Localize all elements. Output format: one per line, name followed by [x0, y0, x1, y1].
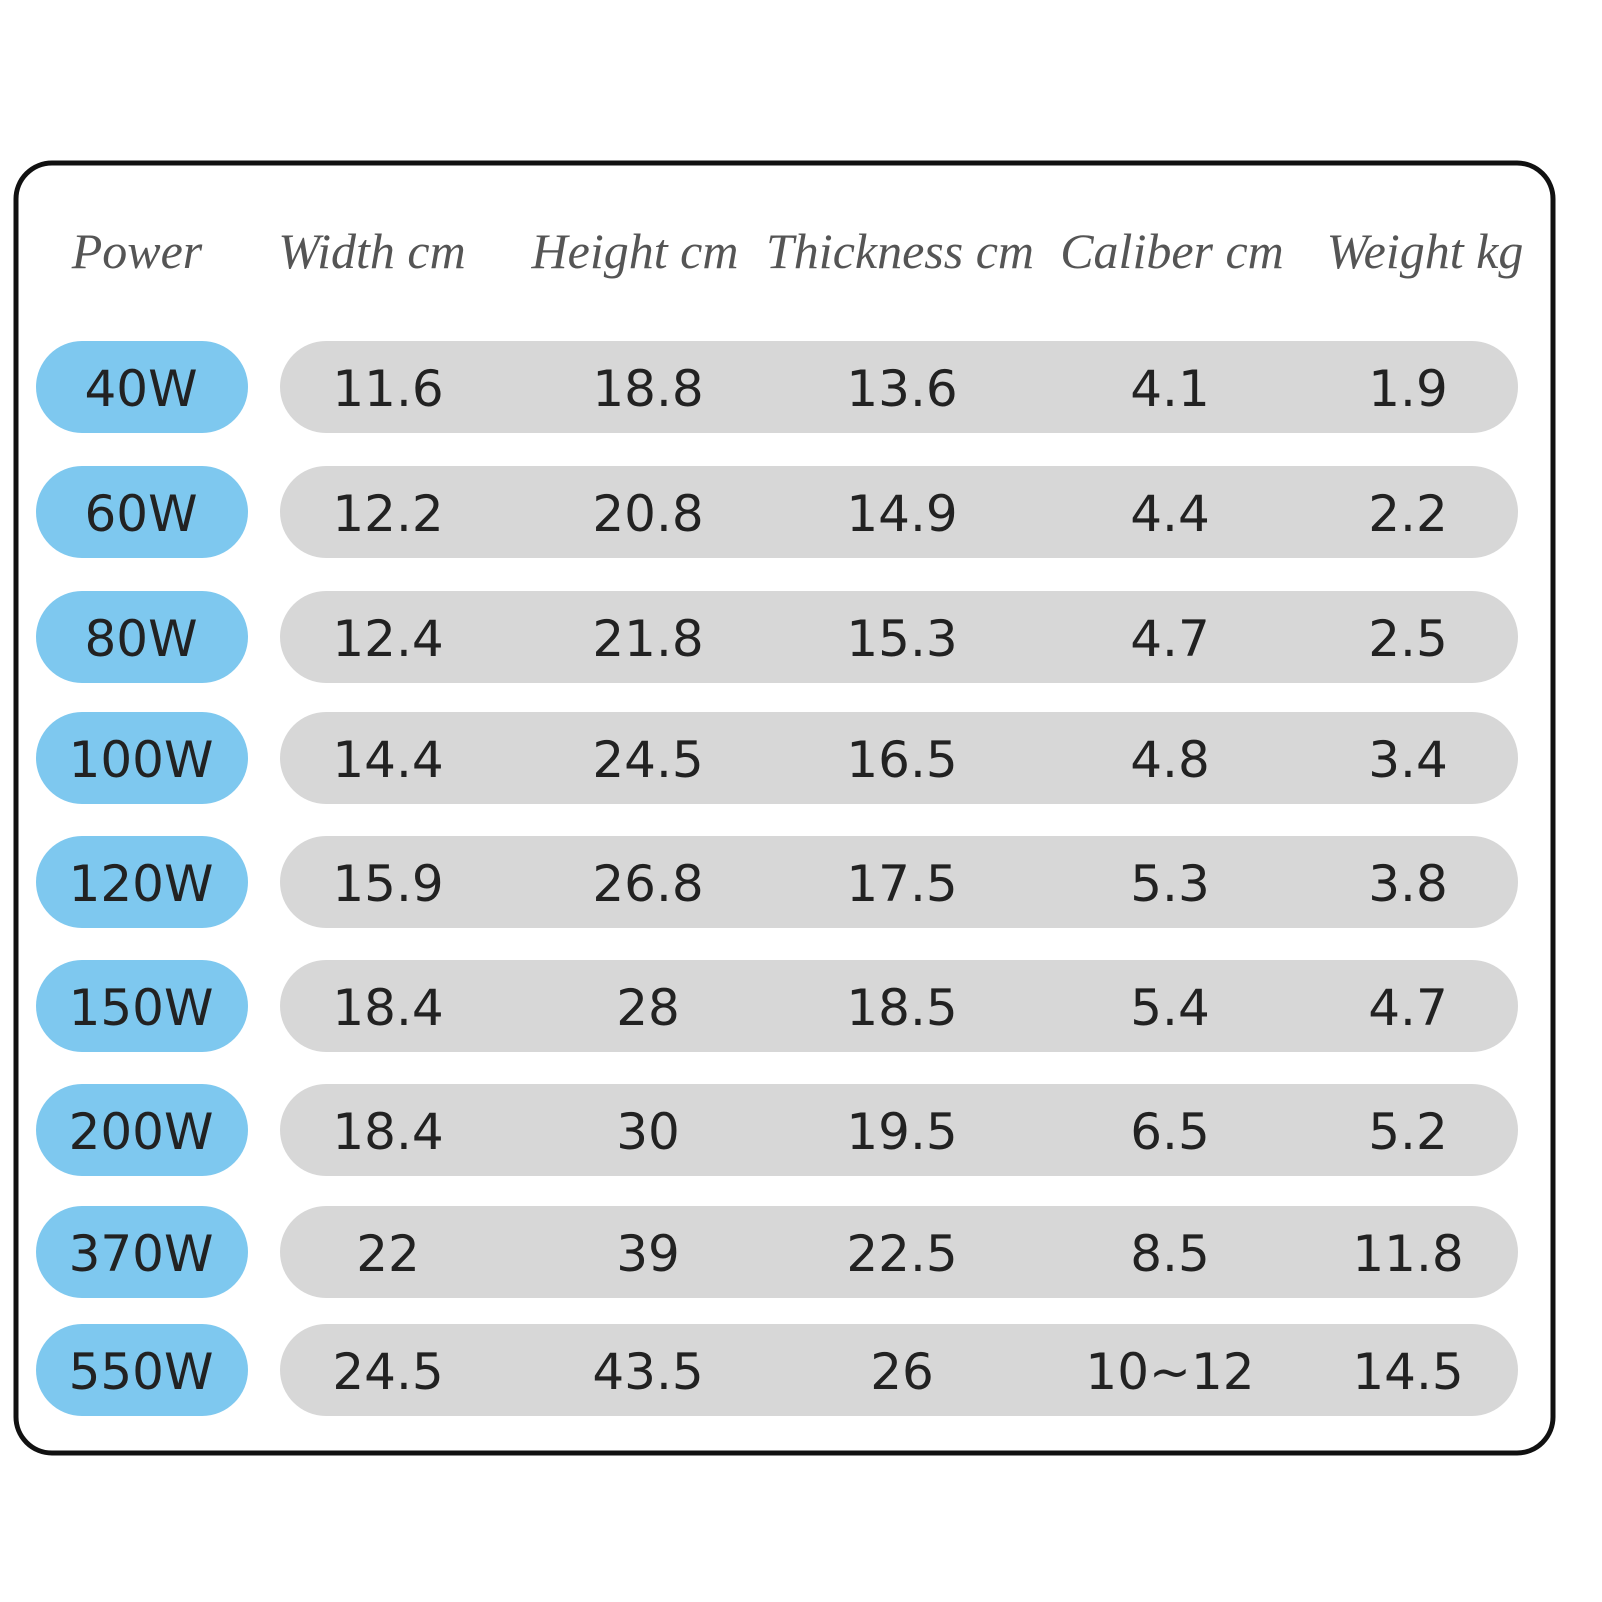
value-cell: 12.4 [332, 610, 443, 668]
power-pill [36, 960, 248, 1052]
value-cell: 2.5 [1368, 610, 1448, 668]
value-cell: 5.3 [1130, 855, 1210, 913]
value-cell: 22.5 [846, 1225, 957, 1283]
value-cell: 19.5 [846, 1103, 957, 1161]
value-cell: 16.5 [846, 731, 957, 789]
value-cell: 18.4 [332, 979, 443, 1037]
value-cell: 4.8 [1130, 731, 1210, 789]
power-pill [36, 1206, 248, 1298]
power-pill [36, 591, 248, 683]
value-cell: 14.5 [1352, 1343, 1463, 1401]
value-cell: 43.5 [592, 1343, 703, 1401]
value-cell: 28 [616, 979, 680, 1037]
row-pill [280, 591, 1518, 683]
row-pill [280, 712, 1518, 804]
value-cell: 11.6 [332, 360, 443, 418]
value-cell: 26 [870, 1343, 934, 1401]
value-cell: 26.8 [592, 855, 703, 913]
row-pill [280, 1324, 1518, 1416]
row-pill [280, 341, 1518, 433]
value-cell: 22 [356, 1225, 420, 1283]
column-header: Thickness cm [766, 223, 1034, 279]
value-cell: 4.4 [1130, 485, 1210, 543]
column-header: Weight kg [1327, 223, 1524, 279]
power-pill [36, 712, 248, 804]
column-header: Height cm [531, 223, 739, 279]
value-cell: 5.2 [1368, 1103, 1448, 1161]
value-cell: 15.9 [332, 855, 443, 913]
power-pill [36, 836, 248, 928]
column-header: Width cm [278, 223, 465, 279]
value-cell: 5.4 [1130, 979, 1210, 1037]
value-cell: 4.7 [1130, 610, 1210, 668]
value-cell: 24.5 [592, 731, 703, 789]
power-cell: 120W [69, 855, 214, 913]
power-cell: 40W [84, 360, 197, 418]
value-cell: 14.9 [846, 485, 957, 543]
power-cell: 370W [69, 1225, 214, 1283]
value-cell: 13.6 [846, 360, 957, 418]
value-cell: 17.5 [846, 855, 957, 913]
value-cell: 15.3 [846, 610, 957, 668]
power-cell: 60W [84, 485, 197, 543]
power-cell: 150W [69, 979, 214, 1037]
value-cell: 4.7 [1368, 979, 1448, 1037]
value-cell: 18.8 [592, 360, 703, 418]
value-cell: 2.2 [1368, 485, 1448, 543]
value-cell: 8.5 [1130, 1225, 1210, 1283]
power-cell: 80W [84, 610, 197, 668]
power-pill [36, 341, 248, 433]
value-cell: 12.2 [332, 485, 443, 543]
row-pill [280, 1084, 1518, 1176]
column-header: Caliber cm [1060, 223, 1284, 279]
row-pill [280, 466, 1518, 558]
value-cell: 18.5 [846, 979, 957, 1037]
value-cell: 10~12 [1085, 1343, 1254, 1401]
value-cell: 4.1 [1130, 360, 1210, 418]
power-cell: 200W [69, 1103, 214, 1161]
power-pill [36, 1084, 248, 1176]
value-cell: 11.8 [1352, 1225, 1463, 1283]
value-cell: 39 [616, 1225, 680, 1283]
value-cell: 30 [616, 1103, 680, 1161]
power-cell: 100W [69, 731, 214, 789]
value-cell: 3.4 [1368, 731, 1448, 789]
value-cell: 14.4 [332, 731, 443, 789]
value-cell: 20.8 [592, 485, 703, 543]
column-header: Power [71, 223, 203, 279]
value-cell: 21.8 [592, 610, 703, 668]
value-cell: 3.8 [1368, 855, 1448, 913]
row-pill [280, 1206, 1518, 1298]
row-pill [280, 960, 1518, 1052]
value-cell: 24.5 [332, 1343, 443, 1401]
value-cell: 18.4 [332, 1103, 443, 1161]
value-cell: 6.5 [1130, 1103, 1210, 1161]
power-pill [36, 1324, 248, 1416]
power-cell: 550W [69, 1343, 214, 1401]
row-pill [280, 836, 1518, 928]
power-pill [36, 466, 248, 558]
value-cell: 1.9 [1368, 360, 1448, 418]
